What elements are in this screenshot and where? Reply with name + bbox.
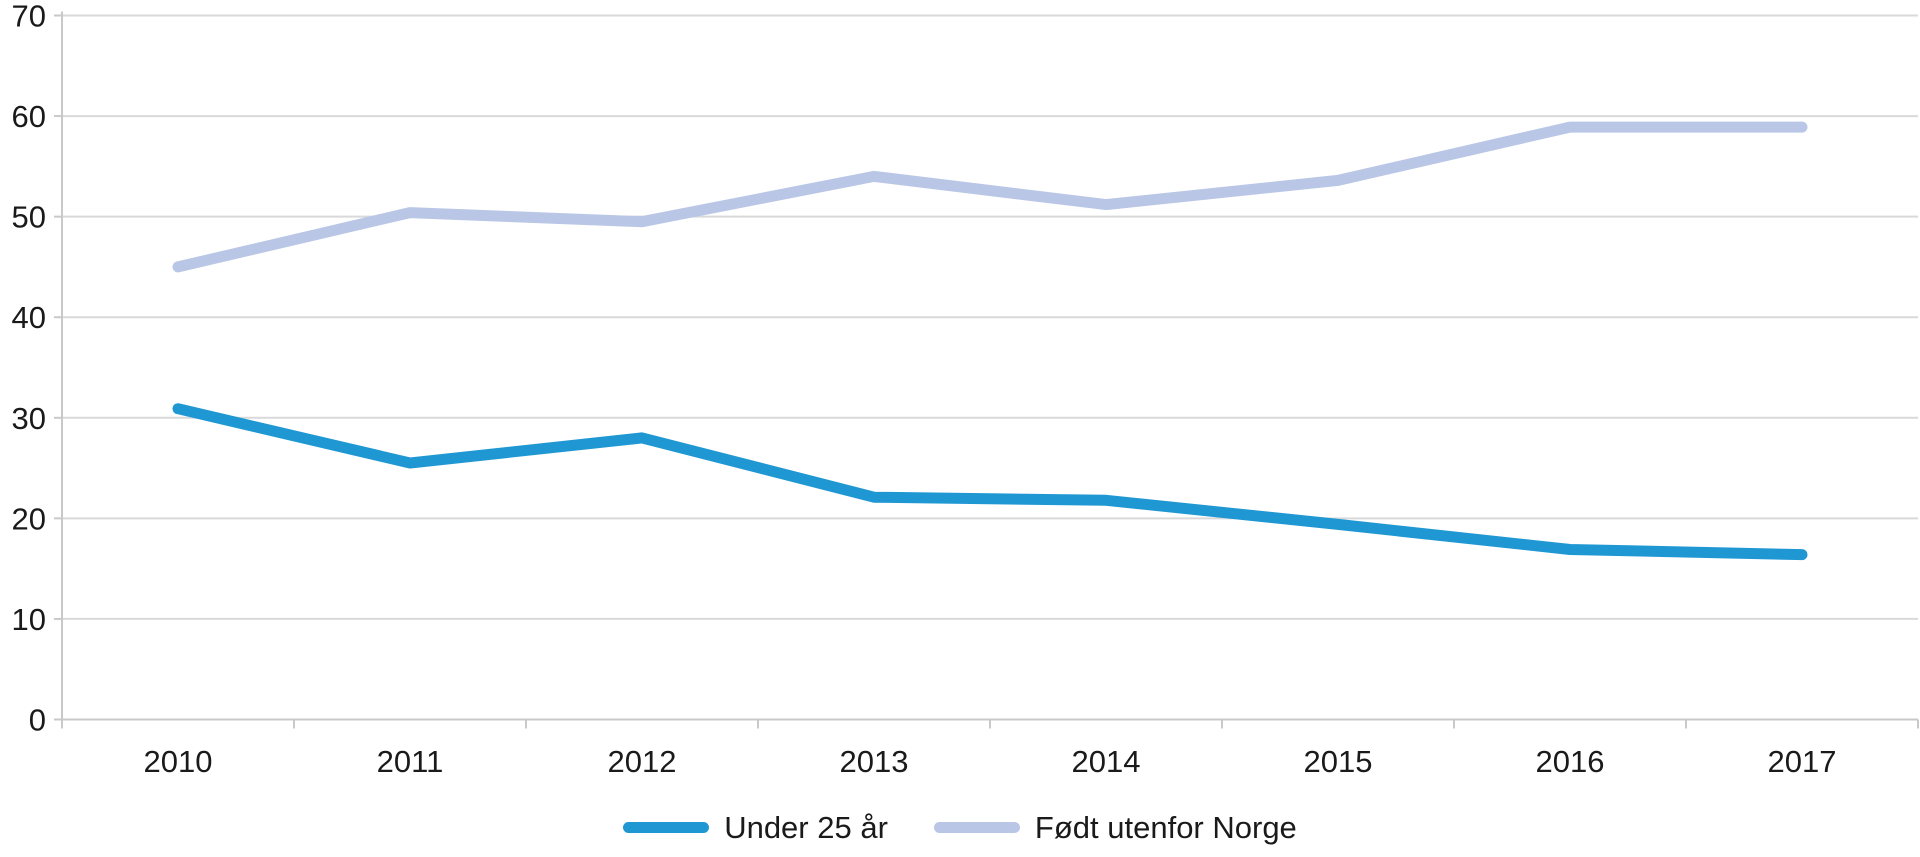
svg-text:30: 30 bbox=[12, 401, 46, 436]
svg-text:2015: 2015 bbox=[1304, 744, 1373, 779]
svg-text:10: 10 bbox=[12, 602, 46, 637]
svg-text:20: 20 bbox=[12, 501, 46, 536]
y-axis-labels: 0 10 20 30 40 50 60 70 bbox=[12, 0, 46, 738]
svg-text:2017: 2017 bbox=[1768, 744, 1837, 779]
svg-text:2011: 2011 bbox=[377, 744, 444, 779]
svg-text:50: 50 bbox=[12, 200, 46, 235]
svg-text:0: 0 bbox=[29, 703, 46, 738]
x-axis-labels: 2010 2011 2012 2013 2014 2015 2016 2017 bbox=[144, 744, 1837, 779]
legend-item-under-25[interactable]: Under 25 år bbox=[623, 812, 888, 843]
legend-label-fodt-utenfor-norge: Født utenfor Norge bbox=[1034, 809, 1297, 845]
series-lines bbox=[172, 121, 1808, 561]
svg-text:70: 70 bbox=[12, 0, 46, 34]
svg-text:40: 40 bbox=[12, 300, 46, 335]
svg-text:2014: 2014 bbox=[1072, 744, 1141, 779]
legend-swatch-fodt-utenfor-norge bbox=[933, 821, 1020, 833]
svg-text:2016: 2016 bbox=[1536, 744, 1605, 779]
series-line-1 bbox=[172, 121, 1808, 273]
legend: Under 25 år Født utenfor Norge bbox=[0, 803, 1920, 851]
legend-item-fodt-utenfor-norge[interactable]: Født utenfor Norge bbox=[933, 809, 1297, 845]
axes bbox=[54, 11, 1919, 729]
svg-text:2012: 2012 bbox=[608, 744, 677, 779]
legend-label-under-25: Under 25 år bbox=[724, 809, 888, 845]
line-chart-plot: 0 10 20 30 40 50 60 70 2010 2011 2012 2013 2014 2015… bbox=[12, 0, 1919, 779]
svg-text:60: 60 bbox=[12, 99, 46, 134]
legend-swatch-under-25 bbox=[623, 821, 710, 833]
gridlines bbox=[62, 14, 1918, 620]
svg-text:2010: 2010 bbox=[144, 744, 213, 779]
svg-text:2013: 2013 bbox=[840, 744, 909, 779]
series-line-0 bbox=[172, 403, 1808, 561]
